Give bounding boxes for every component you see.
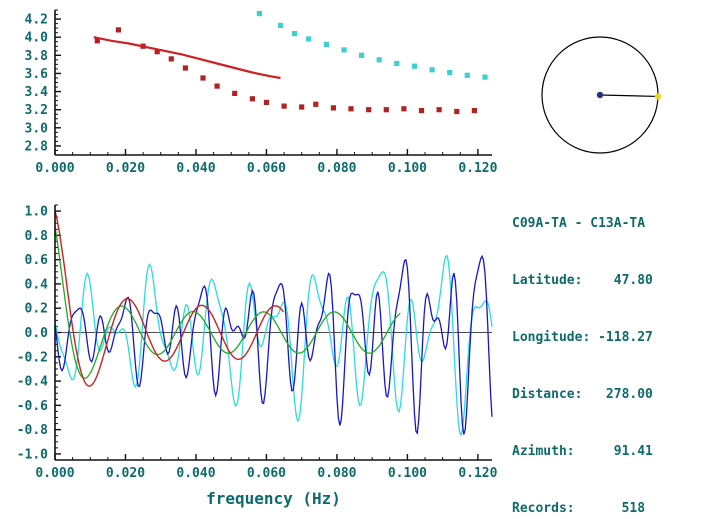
svg-text:3.0: 3.0	[25, 121, 49, 136]
info-line-longitude: Longitude: -118.27	[512, 330, 653, 345]
svg-text:0.080: 0.080	[317, 466, 356, 481]
svg-text:0.000: 0.000	[35, 161, 74, 176]
svg-text:0.120: 0.120	[458, 466, 497, 481]
svg-text:0.6: 0.6	[25, 253, 49, 268]
svg-text:-0.2: -0.2	[17, 350, 48, 365]
svg-text:3.6: 3.6	[25, 67, 49, 82]
svg-text:-1.0: -1.0	[17, 447, 48, 462]
svg-text:0.8: 0.8	[25, 229, 49, 244]
svg-text:0.4: 0.4	[25, 277, 49, 292]
svg-text:0.060: 0.060	[247, 161, 286, 176]
svg-text:3.8: 3.8	[25, 49, 49, 64]
svg-text:-0.4: -0.4	[17, 375, 48, 390]
info-line-records: Records: 518	[512, 501, 646, 516]
svg-text:0.100: 0.100	[388, 161, 427, 176]
svg-text:-0.6: -0.6	[17, 399, 48, 414]
svg-text:0.100: 0.100	[388, 466, 427, 481]
svg-text:0.2: 0.2	[25, 302, 48, 317]
svg-text:0.020: 0.020	[106, 161, 145, 176]
svg-text:4.0: 4.0	[25, 31, 49, 46]
svg-text:2.8: 2.8	[25, 139, 49, 154]
svg-text:3.4: 3.4	[25, 85, 49, 100]
svg-text:0.000: 0.000	[35, 466, 74, 481]
svg-text:-0.8: -0.8	[17, 423, 48, 438]
svg-text:1.0: 1.0	[25, 205, 49, 220]
svg-text:0.0: 0.0	[25, 326, 49, 341]
svg-text:0.060: 0.060	[247, 466, 286, 481]
dispersion-chart: 0.000 0.020 0.040 0.060 0.080 0.100 0.120 2.8 3.…	[25, 9, 498, 176]
info-line-azimuth: Azimuth: 91.41	[512, 444, 653, 459]
waveform-chart: 0.000 0.020 0.040 0.060 0.080 0.100 0.120 -1.0 -…	[17, 204, 498, 481]
svg-text:0.040: 0.040	[176, 161, 215, 176]
svg-text:0.080: 0.080	[317, 161, 356, 176]
azimuth-circle	[541, 36, 662, 154]
svg-text:3.2: 3.2	[25, 103, 48, 118]
info-line-latitude: Latitude: 47.80	[512, 273, 653, 288]
x-axis-label: frequency (Hz)	[206, 489, 341, 508]
station-pair-title: C09A-TA - C13A-TA	[512, 216, 646, 231]
svg-text:0.020: 0.020	[106, 466, 145, 481]
info-line-distance: Distance: 278.00	[512, 387, 653, 402]
svg-text:0.120: 0.120	[458, 161, 497, 176]
station-pair-info: C09A-TA - C13A-TA Latitude: 47.80 Longit…	[512, 176, 653, 519]
svg-text:4.2: 4.2	[25, 13, 48, 28]
svg-text:0.040: 0.040	[176, 466, 215, 481]
